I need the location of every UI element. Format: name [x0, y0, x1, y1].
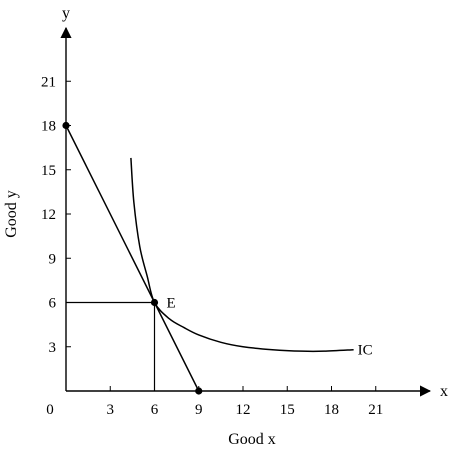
y-axis-title: Good y: [3, 190, 20, 238]
x-tick-label: 3: [107, 402, 115, 418]
chart-series: [65, 125, 354, 392]
indifference-curve-ic: [130, 157, 354, 353]
equilibrium-label: E: [167, 296, 176, 312]
x-axis-title: Good x: [228, 431, 276, 448]
x-tick-label: 21: [368, 402, 383, 418]
budget-line: [65, 125, 200, 392]
equilibrium-guide-lines: [66, 301, 156, 391]
data-point: [195, 387, 203, 395]
y-tick-label: 21: [41, 74, 56, 90]
x-tick-label: 15: [280, 402, 295, 418]
y-tick-label: 12: [41, 207, 56, 223]
x-tick-label: 6: [151, 402, 159, 418]
y-tick-label: 15: [41, 163, 56, 179]
data-point: [150, 298, 159, 307]
y-axis-ticks: 3 6 9 12 15 18 21: [41, 74, 71, 356]
chart-points: [62, 121, 203, 395]
x-axis-name: x: [440, 383, 448, 400]
data-point: [62, 121, 70, 130]
x-tick-label: 12: [236, 402, 251, 418]
x-tick-label: 9: [195, 402, 203, 418]
x-tick-label: 18: [324, 402, 339, 418]
ic-label: IC: [358, 343, 373, 359]
y-tick-label: 18: [41, 119, 56, 135]
y-tick-label: 3: [49, 340, 57, 356]
chart-annotations: E IC: [167, 296, 373, 359]
y-tick-label: 9: [49, 251, 57, 267]
y-tick-label: 6: [49, 296, 57, 312]
origin-label: 0: [46, 402, 54, 418]
y-axis-name: y: [62, 5, 70, 22]
x-axis-ticks: 3 6 9 12 15 18 21: [107, 386, 383, 418]
